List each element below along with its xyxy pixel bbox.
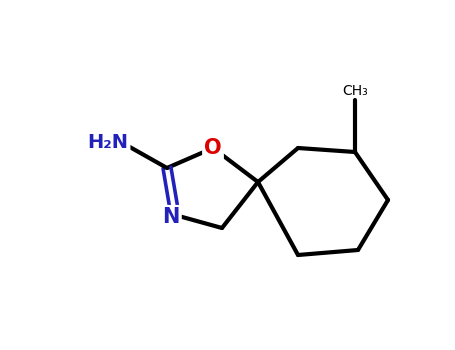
Text: N: N [162, 207, 180, 227]
Text: H₂N: H₂N [87, 133, 128, 152]
Text: O: O [204, 138, 222, 158]
Text: CH₃: CH₃ [342, 84, 368, 98]
